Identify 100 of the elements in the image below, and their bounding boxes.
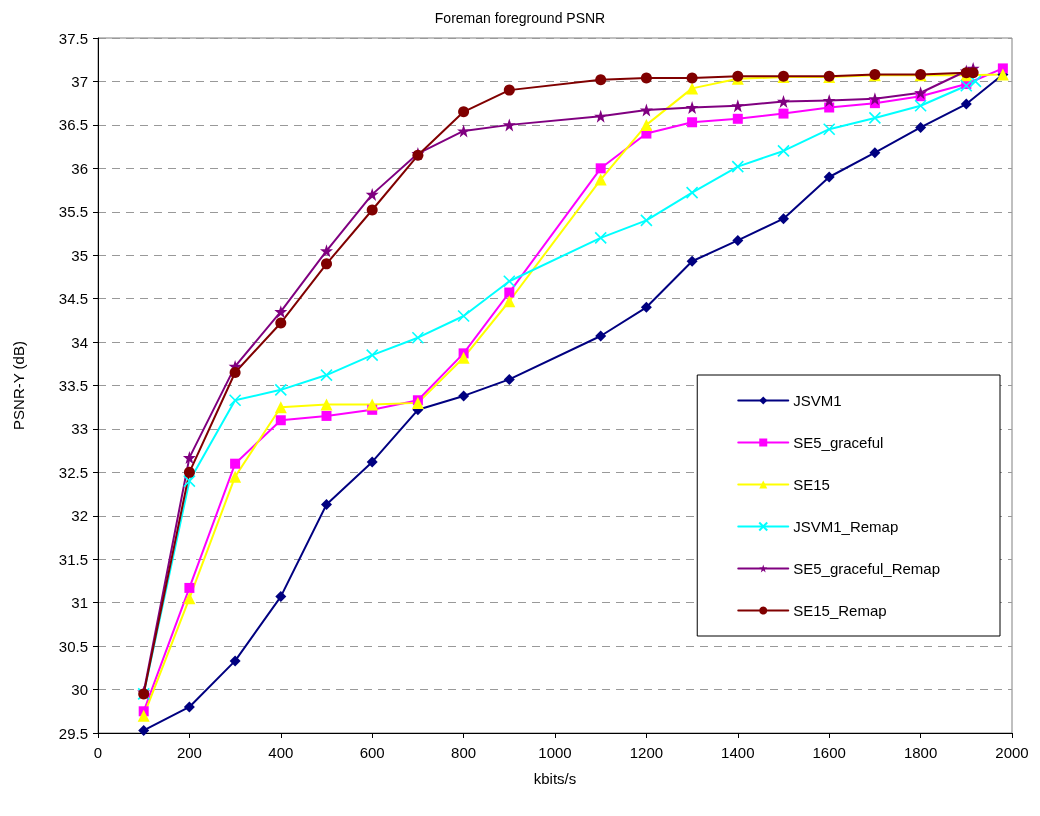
x-tick-label: 1800: [903, 744, 938, 761]
y-tick-label: 30: [71, 681, 88, 699]
point: [321, 258, 332, 270]
point: [997, 63, 1008, 74]
y-axis-title: PSNR-Y (dB): [10, 341, 27, 430]
point: [275, 317, 287, 329]
point: [822, 94, 836, 108]
point: [457, 124, 471, 138]
point: [685, 186, 699, 199]
y-tick-label: 36: [71, 159, 88, 177]
x-tick-label: 800: [451, 744, 477, 761]
point: [868, 92, 882, 106]
legend-label: JSVM1_Remap: [793, 518, 899, 535]
point: [732, 113, 743, 124]
point: [594, 231, 607, 245]
point: [686, 82, 699, 95]
x-tick-label: 1600: [812, 744, 846, 761]
point: [183, 474, 196, 488]
point: [321, 410, 332, 421]
y-tick-label: 35.5: [58, 203, 88, 221]
legend-label: SE15: [793, 476, 830, 493]
y-tick-label: 34.5: [58, 290, 88, 308]
point: [503, 295, 516, 308]
point: [503, 274, 516, 288]
point: [914, 86, 928, 100]
point: [457, 309, 470, 323]
point: [457, 351, 470, 364]
y-tick-label: 36.5: [58, 116, 88, 134]
y-tick-label: 33: [71, 420, 88, 438]
point: [502, 118, 516, 132]
point: [777, 144, 790, 158]
point: [458, 390, 470, 402]
y-tick-label: 37.5: [58, 29, 88, 47]
point: [685, 101, 699, 114]
point: [229, 470, 242, 483]
legend-label: SE15_Remap: [793, 602, 887, 619]
point: [274, 383, 288, 397]
legend-label: SE5_graceful_Remap: [793, 560, 941, 577]
y-tick-label: 30.5: [58, 637, 88, 655]
point: [274, 401, 287, 414]
y-tick-label: 32.5: [58, 463, 88, 481]
x-tick-label: 600: [359, 744, 385, 761]
x-tick-label: 1400: [721, 744, 755, 761]
point: [686, 255, 698, 267]
legend-label: JSVM1: [793, 392, 842, 409]
point: [869, 147, 881, 159]
point: [365, 187, 379, 201]
point: [639, 103, 653, 117]
point: [366, 398, 379, 411]
point: [822, 122, 836, 136]
point: [182, 451, 196, 465]
legend-label: SE5_graceful: [793, 434, 884, 451]
point: [137, 709, 150, 722]
point: [778, 108, 789, 119]
chart-title: Foreman foreground PSNR: [434, 10, 606, 26]
point: [823, 171, 835, 183]
point: [595, 74, 607, 86]
point: [731, 160, 745, 173]
point: [595, 163, 606, 174]
x-tick-label: 0: [93, 744, 103, 761]
point: [594, 109, 608, 123]
point: [230, 458, 241, 469]
point: [595, 330, 607, 342]
point: [320, 368, 333, 382]
point: [960, 98, 972, 110]
point: [458, 106, 470, 118]
point: [503, 373, 515, 385]
x-tick-label: 1000: [538, 744, 572, 761]
point: [594, 173, 607, 186]
point: [915, 121, 927, 133]
y-tick-label: 37: [71, 72, 88, 90]
point: [320, 244, 333, 258]
x-tick-label: 200: [176, 744, 202, 761]
y-tick-label: 31: [71, 594, 88, 612]
x-tick-label: 2000: [995, 744, 1029, 761]
point: [183, 466, 195, 478]
x-axis-title: kbits/s: [533, 770, 577, 787]
point: [138, 724, 150, 736]
point: [275, 591, 287, 603]
point: [183, 701, 195, 713]
point: [504, 287, 515, 298]
x-tick-label: 400: [268, 744, 294, 761]
point: [229, 655, 241, 667]
point: [778, 213, 789, 225]
point: [321, 499, 332, 511]
point: [914, 99, 927, 113]
x-tick-label: 1200: [629, 744, 664, 761]
y-tick-label: 33.5: [58, 377, 88, 394]
point: [686, 72, 698, 84]
point: [640, 301, 652, 313]
y-tick-label: 35: [71, 246, 88, 264]
y-tick-label: 34: [71, 333, 88, 351]
point: [640, 118, 653, 131]
point: [411, 331, 425, 345]
point: [503, 84, 515, 96]
y-tick-label: 29.5: [58, 724, 88, 742]
point: [183, 592, 196, 605]
point: [969, 75, 982, 88]
point: [274, 305, 288, 319]
point: [320, 398, 333, 411]
